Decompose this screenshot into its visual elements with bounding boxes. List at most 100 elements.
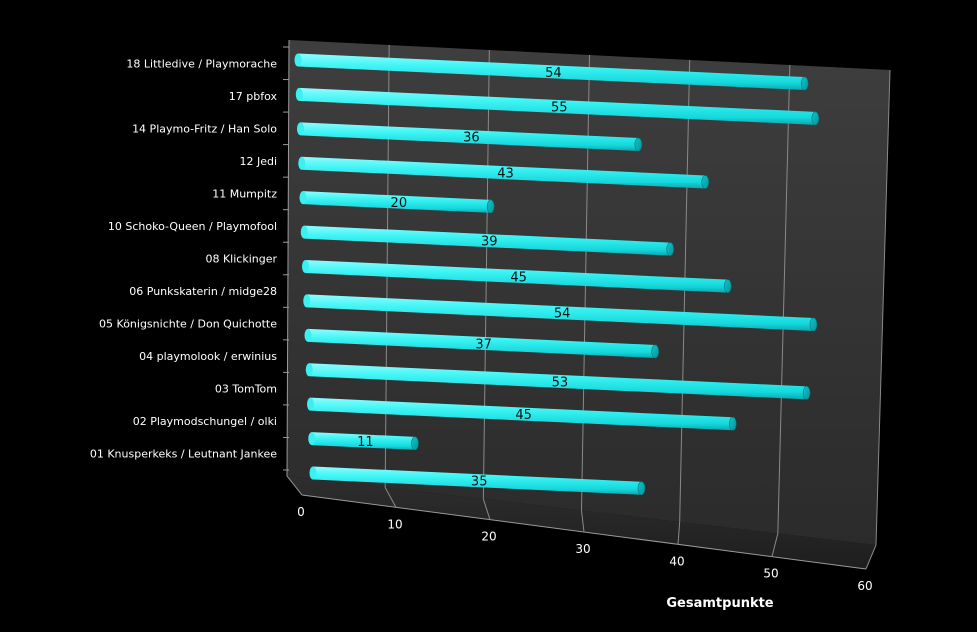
category-label: 14 Playmo-Fritz / Han Solo [132, 122, 277, 135]
category-label: 04 playmolook / erwinius [139, 350, 277, 363]
bar: 20 [299, 191, 495, 214]
gridline [875, 69, 891, 546]
x-tick-label: 0 [297, 505, 305, 519]
bar-body [304, 225, 671, 256]
bar: 45 [307, 397, 737, 431]
x-axis-title: Gesamtpunkte [666, 596, 773, 611]
gridline [679, 59, 691, 523]
x-tick-label: 40 [669, 554, 684, 568]
bar-end-cap [728, 417, 737, 431]
bar: 39 [300, 225, 675, 256]
bar-body [298, 53, 805, 91]
bar-end-cap [637, 481, 646, 496]
bar-body [310, 397, 733, 431]
bar-body [301, 156, 706, 189]
bar-body [308, 328, 656, 358]
bar-body [299, 87, 816, 125]
bar: 54 [303, 294, 818, 332]
bar-end-cap [651, 344, 659, 359]
bar: 11 [308, 432, 419, 451]
bar-start-cap [305, 363, 313, 377]
bar-value-label: 20 [391, 196, 408, 211]
bar-start-cap [295, 87, 303, 101]
bar-start-cap [302, 260, 309, 273]
bar: 55 [295, 87, 820, 126]
floor-gridline [384, 487, 397, 508]
bar-value-label: 39 [481, 235, 498, 250]
x-tick-label: 20 [481, 530, 496, 544]
category-label: 03 TomTom [215, 383, 277, 396]
bar: 36 [297, 122, 643, 152]
bar-value-label: 55 [551, 100, 568, 115]
bar-value-label: 43 [497, 167, 514, 182]
bar: 37 [304, 328, 659, 359]
x-tick-label: 50 [763, 567, 778, 581]
bar-start-cap [304, 328, 312, 342]
category-label: 11 Mumpitz [212, 187, 277, 200]
gridline [777, 64, 791, 534]
category-label: 18 Littledive / Playmorache [126, 57, 277, 70]
bar-value-label: 45 [515, 408, 532, 423]
bar-start-cap [299, 191, 307, 205]
bar-value-label: 53 [552, 375, 569, 390]
bar-end-cap [634, 137, 643, 152]
bar-value-label: 54 [554, 307, 571, 322]
bar: 35 [309, 466, 646, 496]
category-label: 05 Königsnichte / Don Quichotte [99, 318, 277, 331]
x-tick-label: 30 [575, 542, 590, 556]
bar-value-label: 45 [510, 270, 527, 285]
category-label: 01 Knusperkeks / Leutnant Jankee [90, 448, 277, 461]
category-labels: 18 Littledive / Playmorache 17 pbfox 14 Pl… [90, 57, 278, 460]
x-tick-label: 60 [857, 579, 872, 593]
bar-end-cap [809, 317, 818, 332]
category-label: 12 Jedi [239, 155, 277, 168]
floor-gridline [677, 521, 681, 545]
category-label: 17 pbfox [229, 90, 278, 103]
category-label: 02 Playmodschungel / olki [133, 415, 277, 428]
bar-start-cap [294, 53, 302, 67]
bar-value-label: 37 [475, 337, 492, 352]
bar-start-cap [297, 122, 304, 136]
bar-end-cap [666, 242, 675, 256]
bar-start-cap [300, 225, 308, 239]
bars-group: 54 55 36 43 20 39 45 54 37 53 45 11 35 [294, 53, 820, 496]
bar-body [306, 294, 814, 331]
floor-gridline [286, 475, 303, 496]
bar-end-cap [411, 436, 419, 451]
bar-body [313, 466, 642, 495]
floor-gridline [482, 498, 491, 520]
floor [287, 476, 876, 569]
bar-value-label: 54 [545, 66, 562, 81]
bar-body [303, 191, 491, 213]
bar-value-label: 35 [471, 475, 488, 490]
category-label: 10 Schoko-Queen / Playmofool [108, 220, 277, 233]
floor-gridline [581, 510, 585, 533]
category-label: 06 Punkskaterin / midge28 [129, 285, 277, 298]
bar-body [305, 260, 728, 293]
bar-end-cap [800, 76, 809, 91]
bar-end-cap [723, 279, 732, 293]
bar-start-cap [298, 156, 306, 170]
bar-end-cap [811, 111, 820, 126]
bar: 45 [302, 260, 732, 293]
bar-start-cap [309, 466, 317, 480]
x-tick-label: 10 [387, 517, 402, 531]
category-label: 08 Klickinger [205, 253, 277, 266]
bar-start-cap [308, 432, 316, 446]
bar: 54 [294, 53, 809, 91]
bar-start-cap [307, 397, 314, 411]
y-axis-line [286, 39, 290, 477]
x-tick-labels: 0 10 20 30 40 50 60 [297, 505, 872, 593]
bar-value-label: 11 [357, 435, 374, 450]
bar-end-cap [802, 386, 811, 400]
bar-body [311, 432, 415, 450]
bar: 53 [305, 363, 811, 400]
bar: 43 [298, 156, 710, 189]
bar-body [309, 363, 807, 400]
bar-body [300, 122, 639, 152]
floor-gridline [771, 533, 779, 557]
bar-start-cap [303, 294, 311, 308]
floor-gridline [865, 544, 877, 570]
bar-end-cap [701, 175, 710, 189]
